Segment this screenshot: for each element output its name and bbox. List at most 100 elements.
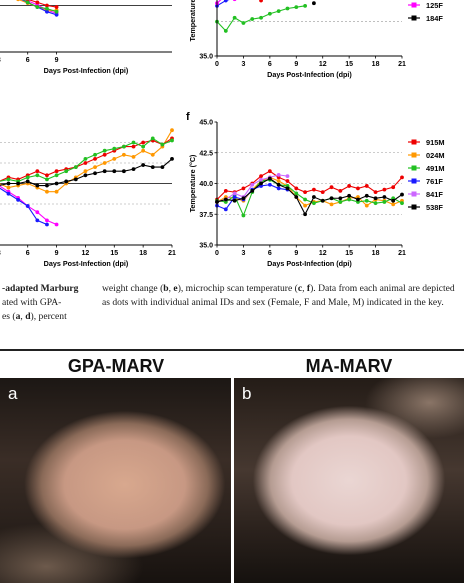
chart-e-point-5-5 [16, 181, 20, 186]
chart-f-point-0-15 [347, 184, 352, 188]
chart-e-x-axis-label: Days Post-Infection (dpi) [44, 259, 129, 268]
chart-e-point-3-8 [45, 173, 49, 178]
chart-f-point-2-10 [303, 197, 307, 202]
chart-e-point-5-20 [160, 165, 165, 170]
chart-e-point-5-15 [112, 169, 117, 174]
chart-e-point-2-15 [112, 157, 117, 161]
chart-c-point-3-1 [223, 29, 228, 33]
chart-e-x-tick-label-5: 18 [139, 250, 147, 257]
caption-left-ref-a: a [15, 311, 21, 322]
chart-e-point-5-18 [141, 163, 146, 167]
chart-c [214, 0, 403, 59]
chart-e-point-2-21 [170, 128, 174, 133]
caption-left-line1: -adapted Marburg [2, 283, 79, 294]
chart-f-point-5-11 [312, 195, 316, 199]
chart-b-x-tick-label-1: 6 [26, 57, 30, 64]
caption-left-line3-post: ), percent [30, 311, 67, 322]
chart-c-x-tick-label-6: 18 [372, 61, 380, 68]
caption-left-line2: ated with GPA- [2, 297, 62, 308]
caption-right: weight change (b, e), microchip scan tem… [102, 282, 462, 310]
chart-e-point-4-12 [83, 157, 88, 161]
chart-c-legend-marker-0 [411, 2, 417, 8]
chart-f-point-0-8 [285, 179, 290, 183]
chart-c-point-4-0 [312, 1, 316, 6]
chart-e-x-tick-label-2: 9 [55, 250, 59, 257]
chart-e-point-4-16 [122, 144, 126, 149]
chart-f-point-5-13 [329, 196, 334, 201]
chart-e-point-1-5 [16, 198, 20, 202]
chart-b-series-line-4 [22, 0, 57, 13]
ferret-skin-photo-a: a [0, 378, 231, 583]
chart-e-series-line-4 [0, 137, 173, 183]
chart-f-x-axis-label: Days Post-Infection (dpi) [267, 259, 352, 268]
chart-f-point-0-18 [373, 190, 378, 195]
chart-c-point-3-2 [232, 15, 237, 20]
chart-f-point-5-15 [347, 193, 352, 198]
chart-e-point-5-14 [102, 169, 107, 174]
chart-e-point-4-9 [54, 173, 59, 178]
caption-right-p4: , [302, 283, 307, 294]
chart-c-legend-marker-1 [411, 15, 417, 21]
chart-f-point-4-7 [276, 172, 281, 177]
chart-e-point-3-12 [83, 161, 88, 165]
chart-f-point-0-14 [338, 188, 343, 193]
chart-e-point-2-4 [6, 185, 11, 190]
chart-e-point-4-8 [45, 177, 49, 182]
chart-e-point-5-13 [93, 171, 97, 176]
chart-f-x-tick-label-6: 18 [372, 250, 380, 257]
chart-e-point-4-17 [131, 140, 136, 145]
chart-c-legend-label-0: 125F [426, 1, 443, 10]
caption-left-ref-d: d [25, 311, 31, 322]
chart-e-point-4-21 [170, 138, 174, 143]
chart-e-point-4-14 [102, 148, 107, 153]
caption-right-ref-f: f [306, 283, 311, 294]
chart-f-legend-marker-2 [411, 165, 417, 171]
chart-e-point-1-7 [35, 218, 40, 223]
chart-c-series-line-2 [216, 0, 222, 4]
chart-e-point-1-4 [6, 191, 11, 196]
chart-f-point-5-8 [285, 186, 290, 191]
chart-f-x-tick-label-0: 0 [215, 250, 219, 257]
chart-f-point-5-4 [250, 188, 255, 193]
chart-f-legend-marker-3 [411, 178, 417, 184]
chart-c-y-axis-label: Temperature [188, 0, 197, 42]
chart-b-point-1-5 [16, 0, 20, 2]
chart-e-point-1-8 [45, 222, 49, 227]
chart-f-x-tick-label-3: 9 [294, 250, 298, 257]
chart-c-point-3-8 [285, 6, 290, 11]
chart-f-point-2-11 [312, 201, 316, 206]
chart-f-point-0-21 [400, 175, 404, 180]
chart-f-point-0-12 [320, 190, 325, 195]
section-divider [0, 349, 464, 351]
chart-f-panel-label: f [186, 111, 190, 123]
chart-b-point-2-9 [54, 12, 59, 17]
chart-b-point-3-8 [45, 3, 49, 8]
chart-f-point-0-1 [223, 188, 228, 193]
chart-f-legend-marker-5 [411, 204, 417, 210]
chart-f-point-5-5 [259, 181, 263, 186]
chart-e-point-5-16 [122, 169, 126, 174]
chart-c-x-tick-label-2: 6 [268, 61, 272, 68]
photo-gap [231, 378, 234, 583]
chart-f-point-0-9 [294, 186, 299, 191]
chart-e-series-line-5 [0, 158, 173, 187]
chart-e-point-3-14 [102, 152, 107, 157]
chart-f-point-2-9 [294, 191, 299, 196]
chart-f-point-5-7 [276, 182, 281, 187]
chart-f-legend-marker-4 [411, 191, 417, 197]
chart-e-point-5-7 [35, 183, 40, 188]
chart-e-point-2-12 [83, 169, 88, 174]
caption-right-ref-c: c [297, 283, 303, 294]
chart-e-point-3-7 [35, 169, 40, 174]
chart-f-point-1-7 [276, 179, 281, 183]
chart-e-point-0-7 [35, 210, 40, 215]
chart-f-legend-label-3: 761F [426, 177, 443, 186]
chart-c-x-tick-label-4: 12 [319, 61, 327, 68]
chart-e-series-line-0 [0, 185, 57, 226]
chart-b-point-4-8 [45, 6, 49, 11]
chart-e-point-4-13 [93, 152, 97, 157]
chart-e-x-tick-label-6: 21 [168, 250, 176, 257]
chart-e-point-0-8 [45, 218, 49, 223]
caption-left-line3-mid: , [20, 311, 26, 322]
chart-e-point-4-10 [64, 169, 69, 174]
